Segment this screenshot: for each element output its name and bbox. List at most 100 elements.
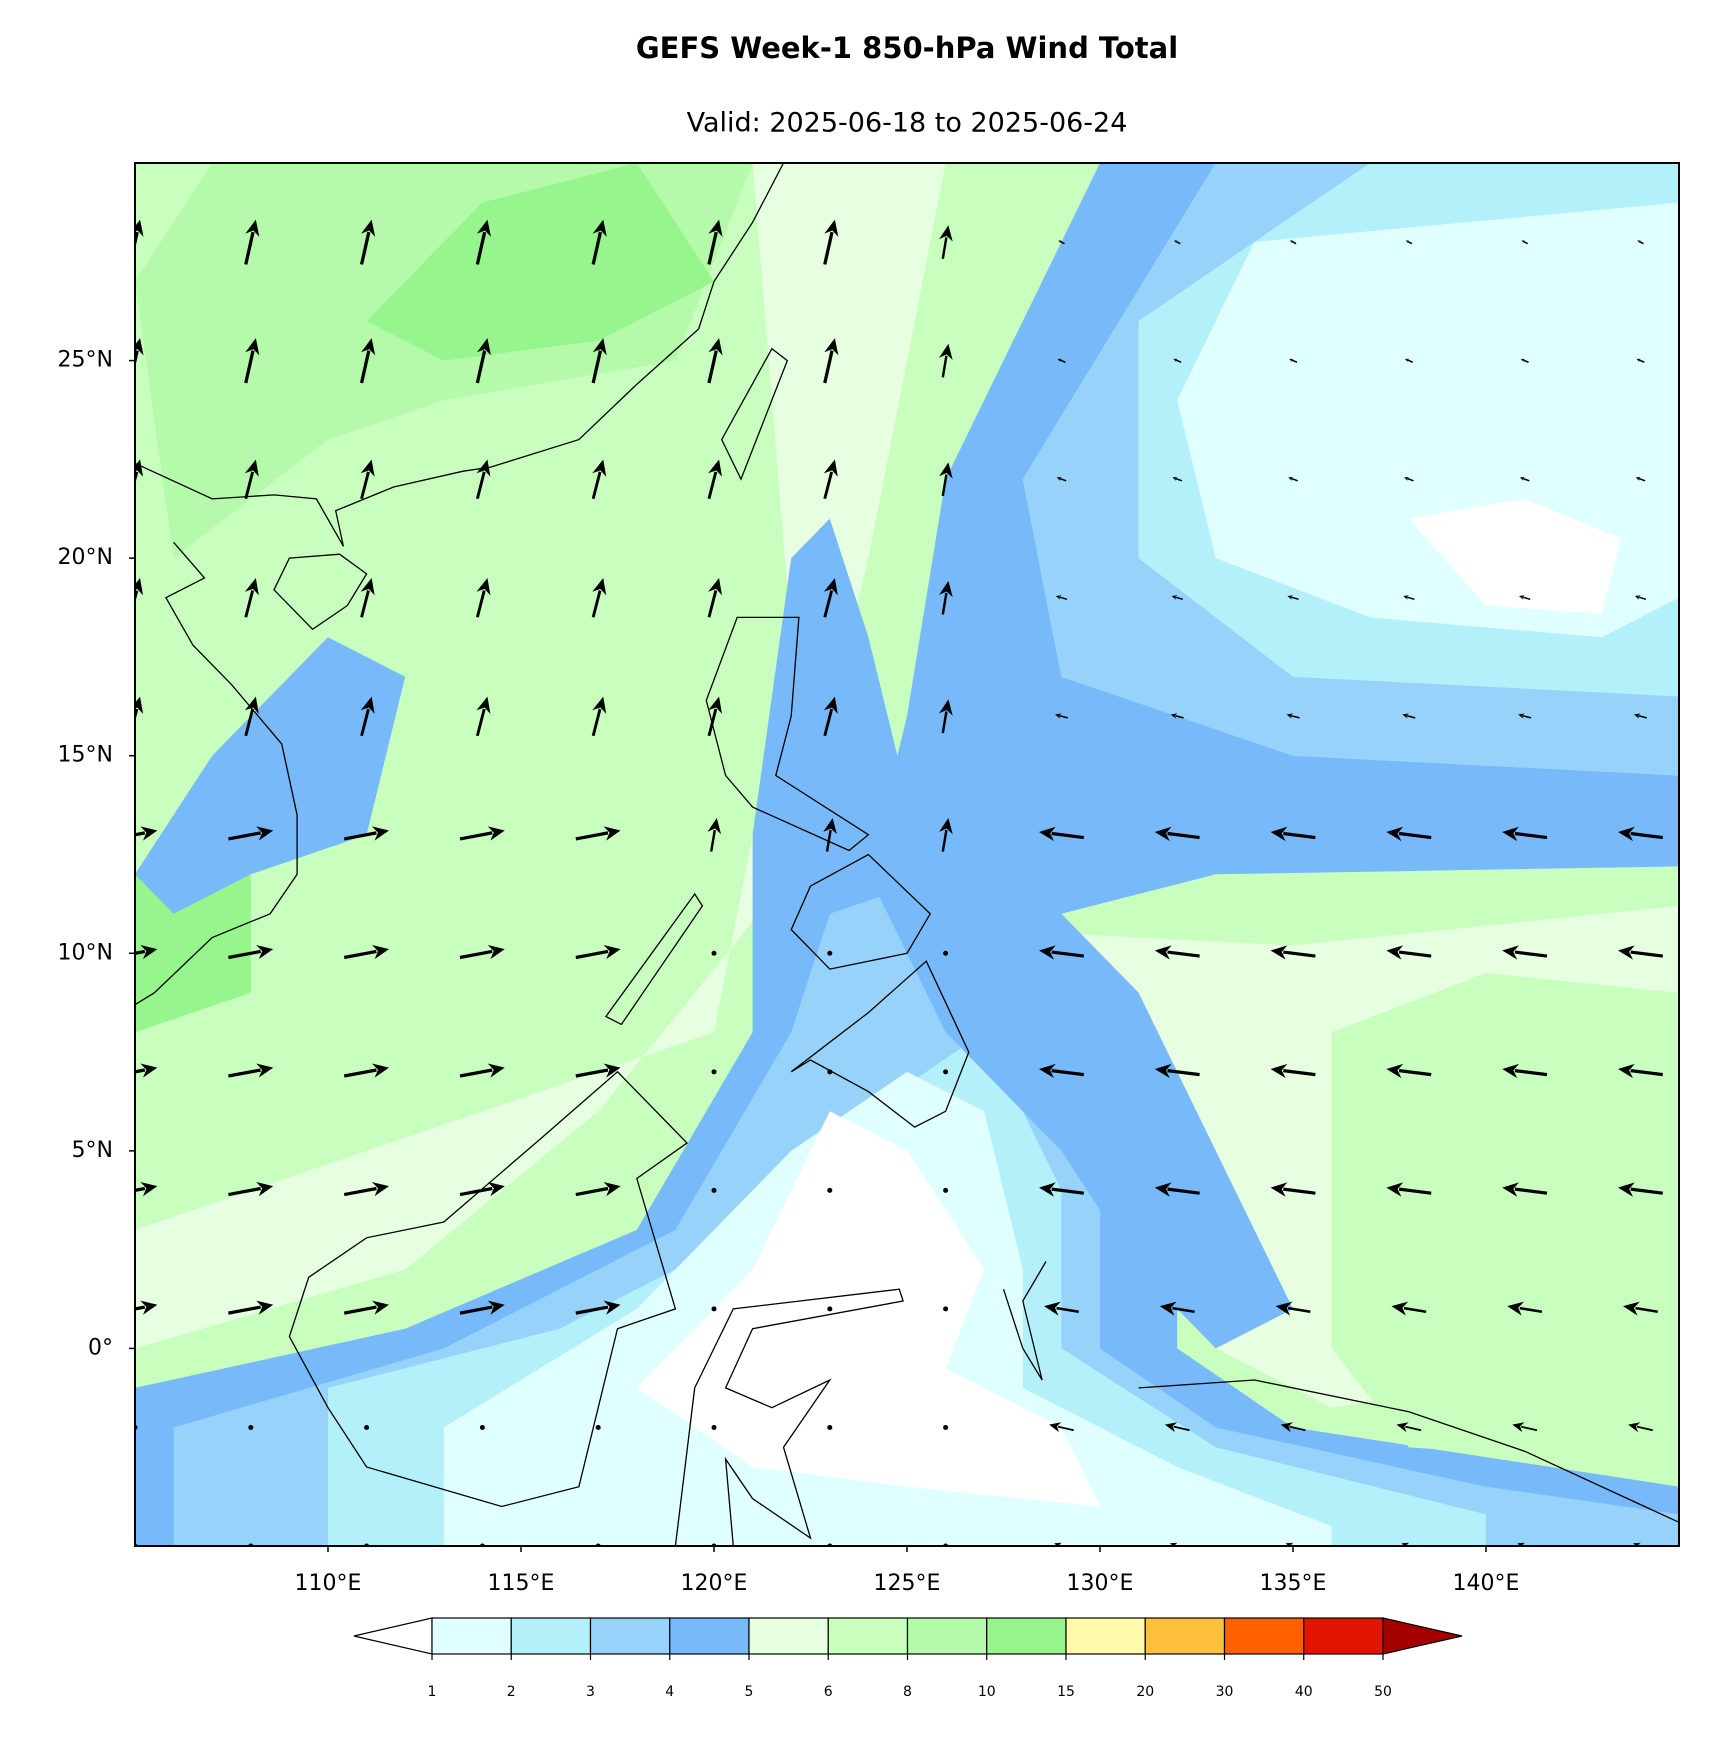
- wind-arrow: [591, 350, 603, 384]
- wind-arrow-head: [476, 696, 491, 714]
- wind-arrow-head: [1618, 826, 1635, 842]
- wind-arrow-head: [603, 944, 621, 960]
- wind-dot: [943, 1306, 949, 1312]
- wind-arrow-head: [1055, 595, 1062, 600]
- wind-arrow-head: [1518, 713, 1525, 719]
- wind-arrow: [707, 471, 718, 500]
- wind-arrow-head: [1502, 1063, 1519, 1079]
- wind-arrow: [475, 708, 486, 737]
- wind-arrow: [1406, 715, 1416, 719]
- wind-arrow: [1059, 596, 1068, 601]
- wind-arrow-head: [476, 338, 491, 356]
- wind-arrow-head: [487, 1063, 505, 1078]
- colorbar-label: 3: [586, 1684, 595, 1700]
- wind-arrow: [1398, 1069, 1432, 1077]
- colorbar-swatch: [986, 1617, 1067, 1655]
- wind-arrow-head: [140, 1300, 158, 1315]
- wind-arrow: [244, 590, 255, 618]
- wind-arrow-head: [1154, 945, 1172, 960]
- wind-arrow: [1519, 1306, 1543, 1313]
- wind-arrow-head: [1386, 945, 1404, 960]
- wind-dot: [364, 1424, 370, 1430]
- coastline: [720, 347, 789, 481]
- wind-arrow: [475, 471, 486, 500]
- wind-dot: [711, 1424, 717, 1430]
- wind-arrow-head: [371, 1063, 389, 1078]
- wind-dot: [827, 1069, 833, 1075]
- wind-arrow-head: [256, 1300, 274, 1315]
- wind-arrow: [1398, 831, 1432, 840]
- wind-arrow-head: [360, 459, 375, 477]
- shade: [135, 637, 406, 914]
- subtitle: Valid: 2025-06-18 to 2025-06-24: [687, 108, 1128, 139]
- wind-arrow-head: [140, 826, 158, 841]
- colorbar-label: 2: [507, 1684, 516, 1700]
- wind-arrow-head: [707, 817, 722, 835]
- wind-arrow: [228, 949, 261, 960]
- wind-arrow-head: [140, 1063, 158, 1078]
- wind-dot: [595, 1424, 601, 1430]
- wind-arrow: [135, 1068, 146, 1074]
- wind-arrow-head: [708, 459, 723, 477]
- shade: [868, 163, 1679, 1349]
- wind-arrow-head: [1154, 1063, 1172, 1079]
- wind-arrow: [1051, 1187, 1085, 1195]
- wind-arrow-head: [135, 459, 144, 477]
- wind-arrow: [360, 471, 370, 500]
- wind-arrow: [360, 708, 370, 737]
- wind-arrow: [1630, 950, 1664, 958]
- coastline: [288, 1070, 688, 1508]
- shade: [1408, 498, 1622, 614]
- wind-arrow: [1514, 950, 1548, 958]
- wind-arrow: [941, 355, 948, 378]
- wind-arrow-head: [1288, 477, 1294, 481]
- wind-arrow-head: [1275, 1301, 1293, 1316]
- wind-arrow-head: [824, 219, 839, 237]
- shade: [366, 163, 714, 361]
- coastline: [705, 616, 870, 852]
- wind-arrow: [1051, 950, 1085, 958]
- wind-arrow: [1638, 596, 1647, 601]
- wind-arrow-head: [476, 219, 491, 237]
- wind-arrow: [343, 1068, 377, 1078]
- wind-arrow-head: [487, 1182, 505, 1197]
- wind-arrow: [575, 831, 609, 841]
- colorbar-label: 40: [1295, 1684, 1313, 1700]
- wind-arrow-head: [939, 699, 953, 716]
- wind-arrow-head: [245, 219, 260, 237]
- wind-arrow-head: [1404, 477, 1410, 481]
- colorbar-label: 10: [978, 1684, 996, 1700]
- wind-arrow-head: [1164, 1422, 1178, 1433]
- wind-arrow: [135, 949, 146, 955]
- wind-arrow: [1167, 950, 1200, 958]
- wind-arrow: [135, 831, 146, 837]
- wind-arrow-head: [592, 219, 607, 237]
- wind-arrow: [459, 1305, 493, 1315]
- wind-arrow-head: [1039, 945, 1056, 960]
- wind-arrow-head: [1628, 1422, 1641, 1433]
- wind-dot: [479, 1424, 485, 1430]
- wind-arrow-head: [371, 826, 389, 841]
- wind-arrow-head: [245, 338, 260, 356]
- wind-arrow: [1520, 1425, 1538, 1432]
- colorbar-label: 15: [1057, 1684, 1075, 1700]
- wind-arrow: [1057, 1425, 1074, 1432]
- wind-arrow-head: [1502, 826, 1519, 842]
- wind-arrow-head: [1502, 1182, 1519, 1197]
- wind-arrow-head: [140, 1182, 158, 1197]
- wind-arrow: [1635, 1306, 1658, 1313]
- wind-arrow: [1291, 359, 1298, 363]
- wind-arrow-head: [1270, 826, 1288, 842]
- wind-arrow: [1638, 477, 1646, 482]
- shade: [135, 874, 251, 1033]
- wind-arrow-head: [592, 338, 607, 356]
- wind-arrow: [575, 949, 609, 960]
- wind-arrow-head: [603, 1300, 621, 1315]
- wind-arrow: [825, 829, 832, 852]
- wind-arrow-head: [823, 817, 837, 835]
- wind-arrow-head: [360, 696, 375, 714]
- x-tick-label: 130°E: [1067, 1571, 1134, 1596]
- shade: [1331, 973, 1679, 1467]
- wind-arrow-head: [939, 817, 953, 835]
- colorbar-label: 50: [1374, 1684, 1392, 1700]
